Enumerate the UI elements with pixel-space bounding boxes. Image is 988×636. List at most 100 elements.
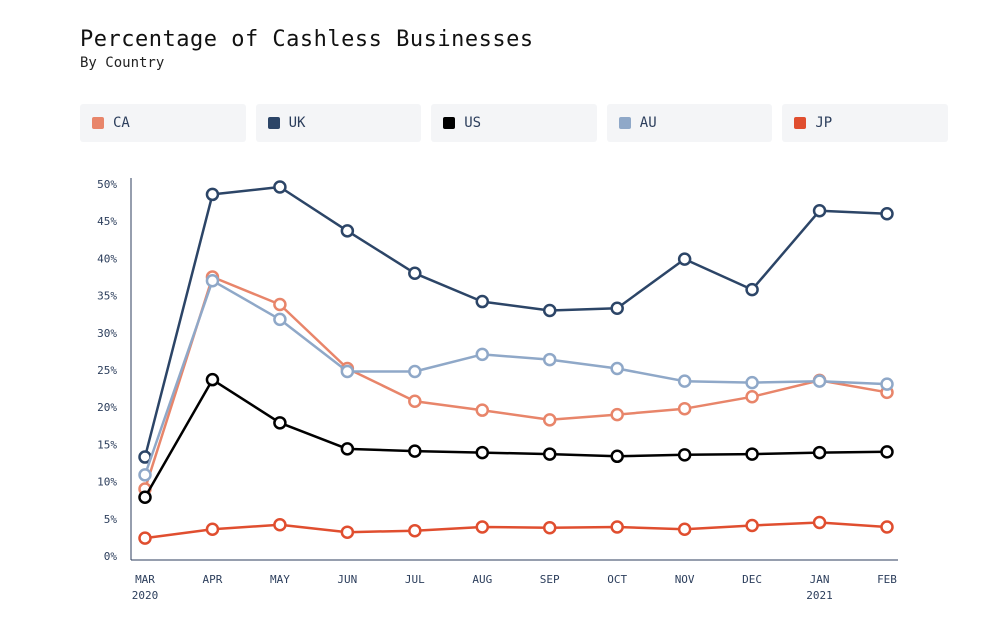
- data-point-uk: [408, 266, 422, 281]
- legend-swatch-jp: [794, 117, 807, 129]
- data-point-jp: [610, 520, 624, 534]
- legend-label-uk: UK: [288, 115, 306, 131]
- data-point-au: [340, 364, 355, 379]
- legend-swatch-us: [443, 117, 456, 129]
- data-point-jp: [273, 518, 287, 532]
- data-point-jp: [812, 515, 827, 530]
- y-tick-label: 10%: [97, 476, 117, 489]
- y-tick-label: 35%: [97, 290, 117, 303]
- chart-subtitle: By Country: [80, 55, 165, 71]
- legend-item-uk[interactable]: UK: [255, 104, 422, 142]
- data-point-au: [812, 374, 827, 388]
- x-tick-label: JUN: [337, 573, 357, 586]
- data-point-au: [677, 374, 692, 388]
- data-point-us: [340, 442, 355, 456]
- data-point-jp: [408, 523, 422, 538]
- data-point-uk: [340, 224, 355, 238]
- data-point-au: [475, 347, 490, 362]
- data-point-uk: [205, 187, 220, 202]
- data-point-uk: [475, 294, 490, 309]
- series-line-jp: [144, 521, 888, 540]
- data-point-ca: [273, 297, 287, 312]
- legend-swatch-uk: [267, 117, 280, 129]
- chart-title: Percentage of Cashless Businesses: [80, 27, 534, 52]
- data-point-uk: [610, 301, 624, 315]
- legend-swatch-ca: [92, 117, 104, 129]
- data-point-us: [812, 445, 827, 460]
- x-tick-label: JUL: [405, 573, 425, 586]
- data-point-ca: [610, 407, 624, 422]
- x-tick-label: MAY: [270, 573, 290, 586]
- data-point-au: [880, 377, 894, 391]
- data-point-us: [273, 416, 287, 430]
- legend-label-us: US: [464, 115, 482, 131]
- data-point-jp: [340, 525, 355, 539]
- data-point-us: [745, 447, 759, 461]
- data-point-jp: [880, 520, 894, 534]
- data-point-jp: [138, 531, 152, 545]
- legend-swatch-au: [618, 117, 631, 129]
- x-tick-label: FEB: [877, 573, 897, 586]
- data-point-ca: [745, 390, 759, 404]
- legend-label-ca: CA: [113, 115, 130, 131]
- y-tick-label: 15%: [97, 438, 117, 451]
- x-year-label: 2021: [806, 589, 833, 602]
- data-point-jp: [677, 522, 692, 536]
- series-line-us: [143, 378, 888, 498]
- data-point-uk: [273, 180, 287, 194]
- data-point-au: [745, 375, 759, 390]
- data-point-au: [542, 352, 557, 367]
- x-tick-label: JAN: [810, 573, 830, 586]
- y-tick-label: 50%: [97, 178, 117, 191]
- data-point-jp: [542, 520, 557, 535]
- x-tick-label: MAR: [135, 573, 155, 586]
- legend-item-ca[interactable]: CA: [80, 104, 246, 142]
- data-point-au: [408, 364, 422, 379]
- data-point-jp: [745, 518, 759, 533]
- data-point-us: [138, 490, 152, 504]
- x-tick-label: APR: [203, 573, 223, 586]
- legend-item-jp[interactable]: JP: [782, 104, 948, 142]
- data-point-uk: [542, 303, 557, 318]
- data-point-au: [205, 273, 220, 288]
- data-point-uk: [677, 252, 692, 266]
- data-point-ca: [408, 394, 422, 408]
- data-point-au: [610, 361, 624, 376]
- x-year-label: 2020: [132, 589, 159, 602]
- y-tick-label: 20%: [97, 401, 117, 414]
- x-tick-label: SEP: [540, 573, 560, 586]
- x-tick-label: DEC: [742, 573, 762, 586]
- legend-label-jp: JP: [815, 115, 833, 131]
- data-point-au: [138, 468, 152, 482]
- data-point-us: [475, 445, 490, 460]
- data-point-us: [408, 444, 422, 458]
- data-point-uk: [812, 204, 827, 218]
- x-tick-label: AUG: [472, 573, 492, 586]
- series-line-au: [143, 279, 888, 476]
- data-point-ca: [677, 401, 692, 416]
- data-point-us: [205, 372, 220, 387]
- legend: CA UK US AU JP: [80, 104, 948, 142]
- y-tick-label: 30%: [97, 327, 117, 340]
- series-line-uk: [143, 185, 888, 458]
- y-tick-label: 40%: [97, 252, 117, 265]
- data-point-jp: [475, 520, 490, 534]
- x-tick-label: OCT: [607, 573, 627, 586]
- y-tick-label: 45%: [97, 215, 117, 228]
- x-tick-label: NOV: [675, 573, 695, 586]
- legend-item-us[interactable]: US: [431, 104, 597, 142]
- data-point-ca: [475, 403, 490, 417]
- data-point-jp: [205, 522, 220, 536]
- data-point-ca: [542, 413, 557, 427]
- data-point-au: [273, 312, 287, 327]
- legend-label-au: AU: [639, 115, 657, 131]
- legend-item-au[interactable]: AU: [606, 104, 773, 142]
- y-tick-label: 25%: [97, 364, 117, 377]
- data-point-us: [677, 448, 692, 462]
- data-point-uk: [745, 282, 759, 297]
- y-tick-label: 5%: [104, 513, 118, 526]
- data-point-uk: [880, 207, 894, 221]
- series-line-ca: [143, 275, 888, 490]
- data-point-us: [542, 447, 557, 461]
